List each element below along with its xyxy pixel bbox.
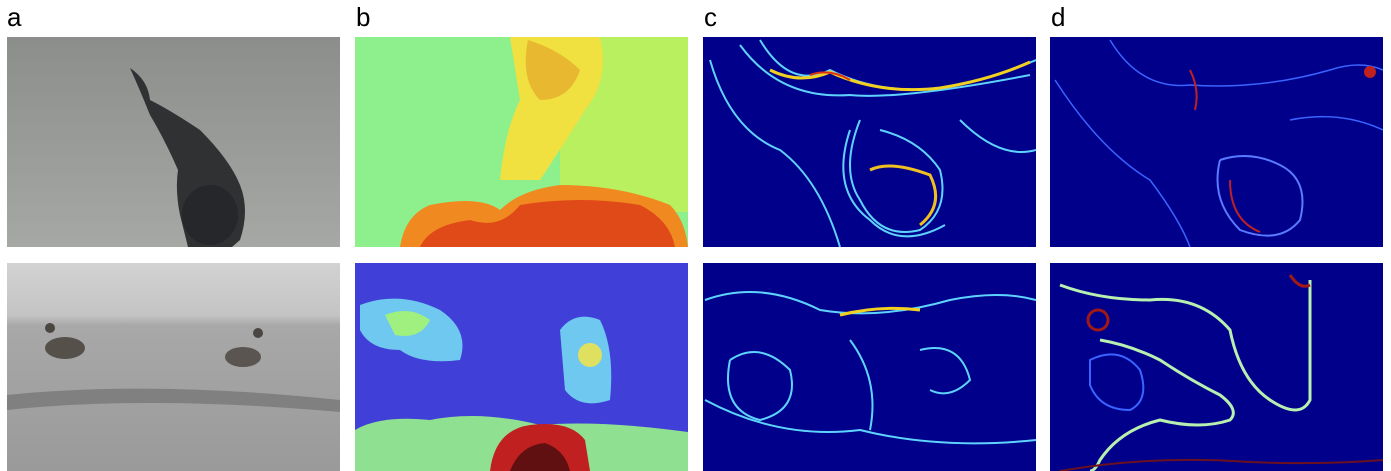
figure: a b c d — [0, 0, 1391, 471]
depth-map-1 — [355, 37, 688, 247]
panel-label: d — [1051, 2, 1065, 32]
edge-map-2 — [703, 263, 1036, 471]
edge-map-1 — [703, 37, 1036, 247]
photo-birds — [7, 263, 340, 471]
boundary-map-2 — [1050, 263, 1383, 471]
panel-label: c — [704, 2, 717, 32]
photo-dog — [7, 37, 340, 247]
depth-map-2 — [355, 263, 688, 471]
panel-label: b — [356, 2, 370, 32]
boundary-map-1 — [1050, 37, 1383, 247]
panel-label: a — [7, 2, 22, 32]
